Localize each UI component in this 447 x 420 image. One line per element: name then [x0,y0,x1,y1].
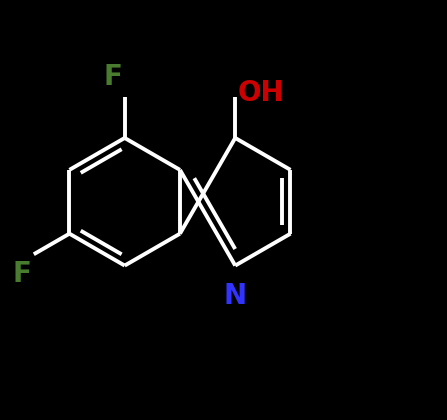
Text: F: F [13,260,32,289]
Text: N: N [224,282,247,310]
Text: OH: OH [237,79,284,107]
Text: F: F [104,63,122,91]
